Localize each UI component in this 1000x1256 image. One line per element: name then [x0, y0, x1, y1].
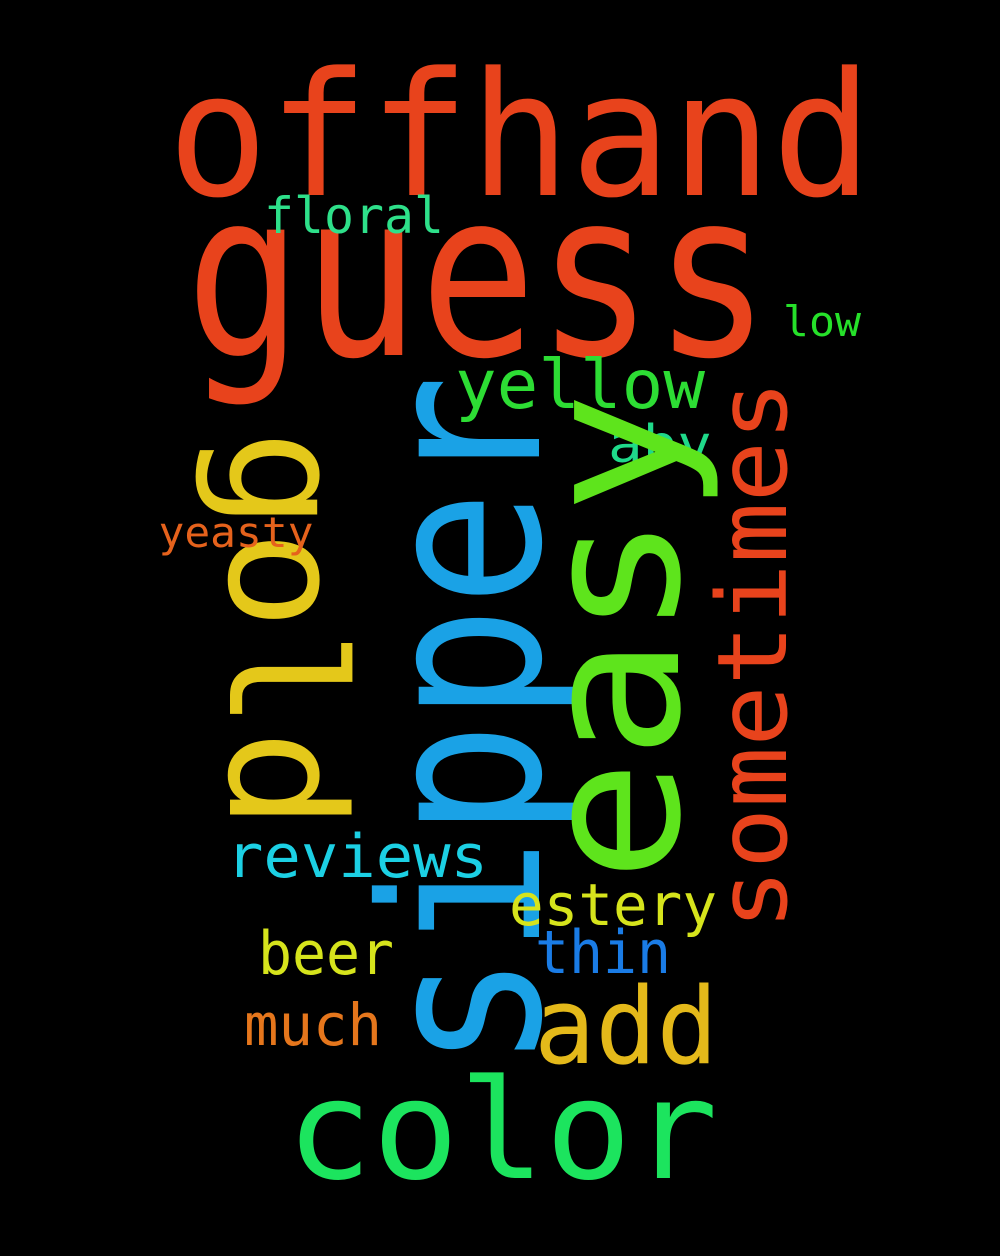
word-floral: floral	[264, 187, 444, 245]
word-color: color	[286, 1050, 718, 1211]
word-estery: estery	[509, 871, 717, 939]
word-gold: gold	[192, 430, 379, 830]
word-thin: thin	[535, 918, 671, 988]
word-yellow: yellow	[455, 346, 705, 425]
word-sometimes: sometimes	[697, 380, 809, 930]
word-guess: guess	[186, 143, 771, 410]
word-much: much	[244, 991, 382, 1059]
word-abv: abv	[608, 415, 712, 475]
word-yeasty: yeasty	[159, 508, 314, 557]
word-add: add	[534, 965, 718, 1088]
word-easy: easy	[502, 392, 723, 882]
word-offhand: offhand	[168, 35, 873, 236]
word-reviews: reviews	[226, 822, 488, 892]
word-low: low	[783, 297, 862, 346]
word-sipper: sipper	[335, 375, 591, 1070]
word-beer: beer	[258, 919, 394, 989]
